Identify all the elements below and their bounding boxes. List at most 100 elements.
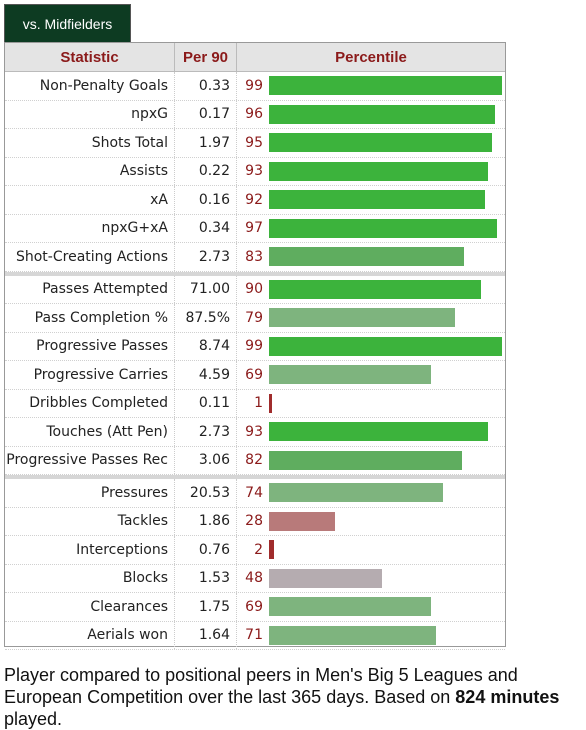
header-percentile: Percentile <box>335 48 407 66</box>
footer-text: Player compared to positional peers in M… <box>4 665 518 707</box>
percentile-cell: 96 <box>237 101 505 129</box>
per90-value: 1.64 <box>175 621 237 649</box>
percentile-bar-track <box>269 218 504 238</box>
percentile-bar-track <box>269 133 504 153</box>
stat-name: Progressive Passes <box>5 332 175 360</box>
percentile-value: 71 <box>245 627 263 644</box>
percentile-bar <box>269 161 488 181</box>
percentile-value: 96 <box>245 106 263 123</box>
percentile-bar <box>269 422 488 442</box>
percentile-bar-track <box>269 450 504 470</box>
percentile-bar <box>269 483 443 503</box>
percentile-cell: 90 <box>237 276 505 304</box>
percentile-cell: 97 <box>237 215 505 243</box>
table-row: Dribbles Completed 0.11 1 <box>5 389 505 418</box>
percentile-bar <box>269 76 502 96</box>
percentile-bar-track <box>269 104 504 124</box>
per90-value: 87.5% <box>175 304 237 332</box>
stat-name: Tackles <box>5 507 175 535</box>
per90-value: 0.17 <box>175 100 237 128</box>
percentile-value: 28 <box>245 513 263 530</box>
stat-name: Pressures <box>5 479 175 507</box>
percentile-bar-track <box>269 247 504 267</box>
table-row: Aerials won 1.64 71 <box>5 621 505 650</box>
percentile-bar <box>269 336 502 356</box>
table-row: Blocks 1.53 48 <box>5 564 505 593</box>
table-row: Pass Completion % 87.5% 79 <box>5 304 505 333</box>
percentile-value: 90 <box>245 281 263 298</box>
stat-name: Pass Completion % <box>5 304 175 332</box>
table-row: npxG+xA 0.34 97 <box>5 214 505 243</box>
table-row: Clearances 1.75 69 <box>5 593 505 622</box>
percentile-cell: 71 <box>237 622 505 650</box>
percentile-bar-track <box>269 76 504 96</box>
stat-name: Touches (Att Pen) <box>5 418 175 446</box>
per90-value: 0.22 <box>175 157 237 185</box>
table-row: npxG 0.17 96 <box>5 100 505 129</box>
percentile-cell: 48 <box>237 565 505 593</box>
per90-value: 2.73 <box>175 243 237 271</box>
percentile-bar-track <box>269 568 504 588</box>
percentile-bar <box>269 190 485 210</box>
per90-value: 8.74 <box>175 332 237 360</box>
percentile-bar-track <box>269 625 504 645</box>
percentile-value: 82 <box>245 452 263 469</box>
stat-name: Dribbles Completed <box>5 389 175 417</box>
percentile-cell: 28 <box>237 508 505 536</box>
per90-value: 1.75 <box>175 593 237 621</box>
percentile-bar-track <box>269 483 504 503</box>
percentile-cell: 74 <box>237 479 505 507</box>
percentile-bar <box>269 625 436 645</box>
percentile-value: 2 <box>254 541 263 558</box>
percentile-bar <box>269 393 272 413</box>
percentile-bar-track <box>269 511 504 531</box>
percentile-bar-track <box>269 336 504 356</box>
table-row: Progressive Passes 8.74 99 <box>5 332 505 361</box>
percentile-value: 74 <box>245 484 263 501</box>
percentile-value: 95 <box>245 134 263 151</box>
table-row: Assists 0.22 93 <box>5 157 505 186</box>
percentile-bar-track <box>269 422 504 442</box>
percentile-cell: 83 <box>237 243 505 271</box>
table-header: Statistic Per 90 Percentile <box>5 43 505 72</box>
percentile-cell: 92 <box>237 186 505 214</box>
stat-name: Shot-Creating Actions <box>5 243 175 271</box>
stat-name: Aerials won <box>5 621 175 649</box>
percentile-cell: 79 <box>237 304 505 332</box>
percentile-value: 83 <box>245 248 263 265</box>
table-row: Shots Total 1.97 95 <box>5 129 505 158</box>
per90-value: 2.73 <box>175 418 237 446</box>
percentile-cell: 69 <box>237 593 505 621</box>
percentile-value: 99 <box>245 77 263 94</box>
footer-note: Player compared to positional peers in M… <box>4 664 586 730</box>
percentile-value: 1 <box>254 395 263 412</box>
per90-value: 1.86 <box>175 507 237 535</box>
stat-name: npxG+xA <box>5 214 175 242</box>
percentile-value: 48 <box>245 570 263 587</box>
header-statistic: Statistic <box>5 43 175 71</box>
percentile-bar-track <box>269 365 504 385</box>
tab-vs-midfielders[interactable]: vs. Midfielders <box>4 4 131 42</box>
table-row: Tackles 1.86 28 <box>5 507 505 536</box>
percentile-bar <box>269 365 431 385</box>
percentile-cell: 93 <box>237 418 505 446</box>
tab-label: vs. Midfielders <box>22 15 113 32</box>
percentile-cell: 2 <box>237 536 505 564</box>
percentile-bar-track <box>269 190 504 210</box>
group-separator <box>5 475 505 479</box>
percentile-bar-track <box>269 597 504 617</box>
table-row: Interceptions 0.76 2 <box>5 536 505 565</box>
stat-name: Progressive Passes Rec <box>5 446 175 474</box>
percentile-cell: 95 <box>237 129 505 157</box>
table-row: Progressive Carries 4.59 69 <box>5 361 505 390</box>
percentile-bar-track <box>269 161 504 181</box>
scouting-report-table: Statistic Per 90 Percentile Non-Penalty … <box>4 42 506 650</box>
percentile-bar <box>269 511 335 531</box>
percentile-bar <box>269 597 431 617</box>
per90-value: 0.76 <box>175 536 237 564</box>
percentile-bar <box>269 540 274 560</box>
percentile-value: 69 <box>245 366 263 383</box>
stat-name: Progressive Carries <box>5 361 175 389</box>
percentile-bar <box>269 308 455 328</box>
table-row: Progressive Passes Rec 3.06 82 <box>5 446 505 475</box>
